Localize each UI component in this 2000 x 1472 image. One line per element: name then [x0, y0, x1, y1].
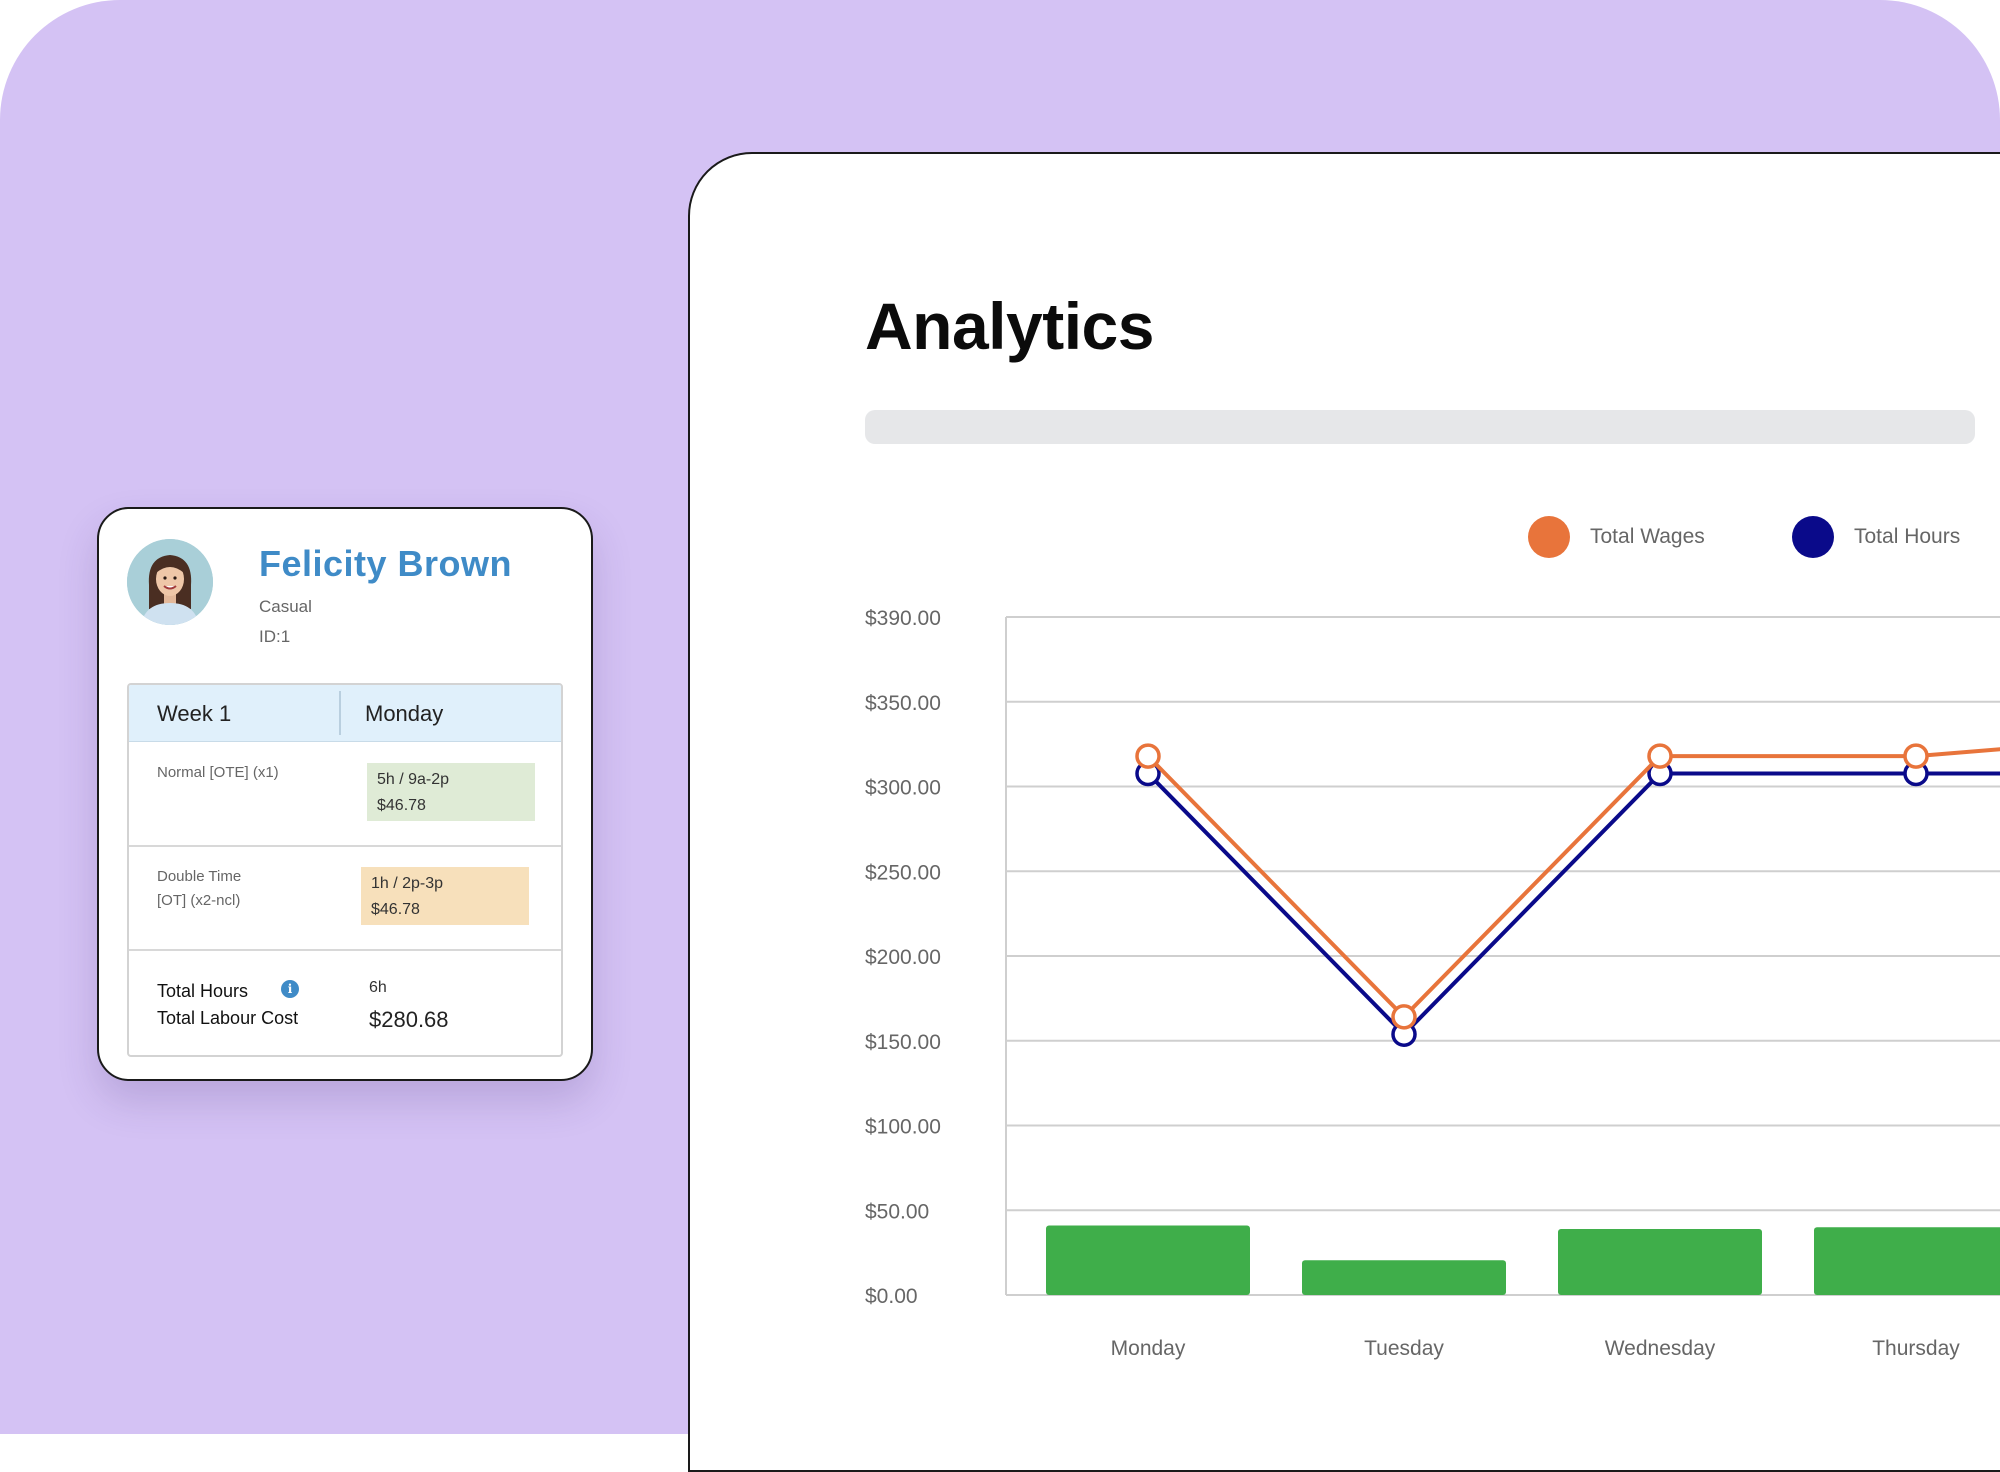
- y-tick-label: $0.00: [865, 1285, 918, 1308]
- shift-hours: 5h / 9a-2p: [377, 771, 450, 788]
- total-hours-label: Total Hours: [157, 981, 249, 1001]
- bar: [1558, 1228, 1762, 1295]
- shift-row-normal: Normal [OTE] (x1) 5h / 9a-2p $46.78: [129, 741, 561, 847]
- employee-name: Felicity Brown: [259, 543, 513, 584]
- x-tick-label: Thursday: [1872, 1337, 1960, 1360]
- series-point: [1391, 1004, 1417, 1030]
- series-point: [1135, 743, 1161, 769]
- total-hours-value: 6h: [369, 979, 387, 996]
- shift-chip[interactable]: 5h / 9a-2p $46.78: [367, 763, 535, 821]
- row-label-line-1: Double Time: [157, 868, 242, 885]
- y-tick-label: $300.00: [865, 777, 941, 800]
- shift-row-double-time: Double Time [OT] (x2-ncl) 1h / 2p-3p $46…: [129, 845, 561, 951]
- y-tick-label: $250.00: [865, 861, 941, 884]
- shift-table: Week 1 Monday Normal [OTE] (x1) 5h / 9a-…: [127, 683, 563, 1057]
- legend-total-hours[interactable]: Total Hours: [1792, 516, 1960, 558]
- avatar[interactable]: [127, 539, 213, 625]
- analytics-chart: $390.00 $350.00 $300.00 $250.00 $200.00 $150.…: [865, 607, 2000, 1360]
- legend-dot-wages: [1528, 516, 1570, 558]
- y-tick-label: $200.00: [865, 946, 941, 969]
- y-tick-label: $350.00: [865, 692, 941, 715]
- shift-cost: $46.78: [377, 797, 426, 814]
- shift-cost: $46.78: [371, 901, 420, 918]
- series-line: [1146, 771, 2000, 1037]
- y-tick-label: $50.00: [865, 1200, 929, 1223]
- search-bar[interactable]: [865, 410, 1975, 444]
- legend-label-wages: Total Wages: [1590, 525, 1705, 548]
- employment-type: Casual: [259, 597, 312, 616]
- legend-total-wages[interactable]: Total Wages: [1528, 516, 1705, 558]
- series-point: [1647, 743, 1673, 769]
- info-icon[interactable]: i: [281, 980, 299, 998]
- series-point: [1903, 743, 1929, 769]
- x-tick-label: Wednesday: [1605, 1337, 1716, 1360]
- header-divider: [339, 691, 341, 735]
- bar: [1046, 1225, 1250, 1295]
- page-title: Analytics: [865, 289, 1154, 363]
- analytics-window: Analytics Total Wages Total Hours $390.0…: [688, 152, 2000, 1472]
- shift-hours: 1h / 2p-3p: [371, 875, 444, 892]
- y-tick-label: $100.00: [865, 1116, 941, 1139]
- x-tick-label: Monday: [1111, 1337, 1186, 1360]
- table-header: Week 1 Monday: [129, 685, 561, 742]
- legend-dot-hours: [1792, 516, 1834, 558]
- totals-row: Total Hours i Total Labour Cost 6h $280.…: [129, 949, 561, 1055]
- day-label[interactable]: Monday: [365, 701, 444, 726]
- total-labour-cost-label: Total Labour Cost: [157, 1008, 299, 1028]
- employee-id: ID:1: [259, 627, 291, 646]
- legend-label-hours: Total Hours: [1854, 525, 1961, 548]
- y-tick-label: $150.00: [865, 1031, 941, 1054]
- bar: [1814, 1227, 2000, 1295]
- row-label: Normal [OTE] (x1): [157, 764, 279, 781]
- y-tick-label: $390.00: [865, 607, 941, 630]
- bar: [1302, 1260, 1506, 1295]
- employee-card: Felicity Brown Casual ID:1 Week 1 Monday…: [97, 507, 593, 1081]
- series-line: [1146, 747, 2000, 1019]
- total-labour-cost-value: $280.68: [369, 1007, 449, 1032]
- row-label-line-2: [OT] (x2-ncl): [157, 892, 241, 909]
- week-label[interactable]: Week 1: [157, 701, 232, 726]
- x-tick-label: Tuesday: [1364, 1337, 1444, 1360]
- shift-chip[interactable]: 1h / 2p-3p $46.78: [361, 867, 529, 925]
